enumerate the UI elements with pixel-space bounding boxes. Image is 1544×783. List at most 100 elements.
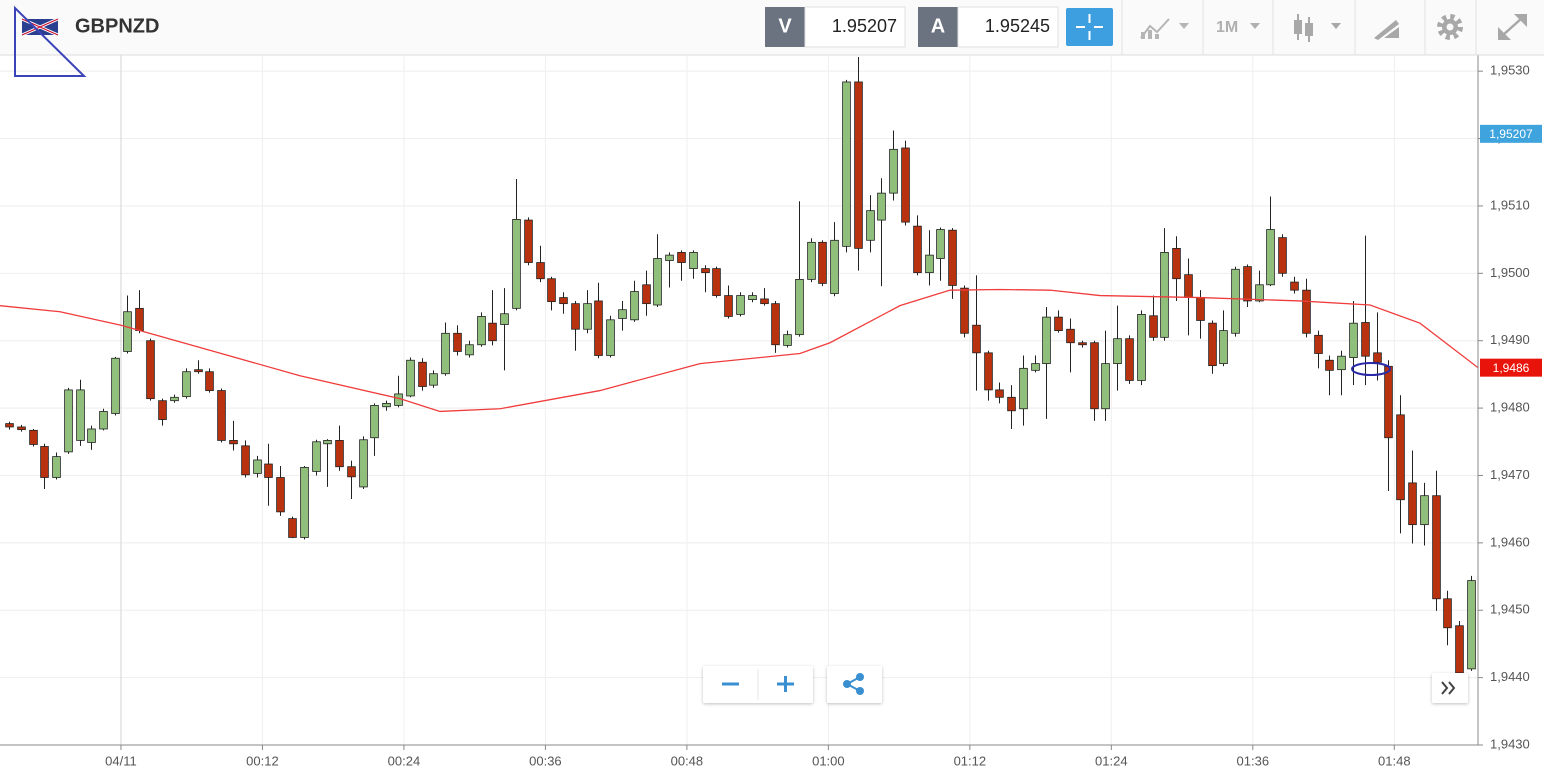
candle-body: [477, 316, 486, 346]
toolbar: GBPNZD V 1.95207 A 1.95245 1M: [0, 0, 1544, 77]
candle-body: [995, 389, 1004, 398]
candle-body: [866, 210, 875, 241]
drawing-triangle: [14, 5, 87, 77]
candle-body: [724, 295, 733, 317]
candle-body: [1384, 365, 1393, 439]
candle-body: [854, 81, 863, 249]
ask-button[interactable]: [918, 7, 958, 47]
candle-body: [40, 446, 49, 478]
candle-body: [1160, 252, 1169, 338]
candle-body: [1078, 342, 1087, 346]
crosshair-button[interactable]: [1066, 8, 1113, 46]
candle-body: [418, 361, 427, 387]
chart-type-button[interactable]: [1140, 18, 1189, 39]
candle-body: [830, 239, 839, 294]
zoom-controls: [703, 666, 1468, 703]
candle-body: [382, 402, 391, 408]
candle-style-button[interactable]: [1294, 14, 1341, 42]
candle-body: [1184, 274, 1193, 298]
candle-body: [795, 278, 804, 336]
bid-price: 1.95207: [832, 16, 897, 36]
zoom-in-button[interactable]: [777, 676, 794, 692]
y-tick-label: 1,9460: [1490, 534, 1530, 549]
candle-body: [312, 441, 321, 472]
x-tick-label: 04/11: [105, 753, 137, 768]
candle-body: [594, 300, 603, 356]
candle-body: [182, 371, 191, 398]
x-tick-label: 01:00: [812, 753, 845, 768]
x-tick-label: 00:24: [388, 753, 421, 768]
candle-body: [1325, 359, 1334, 371]
candle-body: [29, 429, 38, 445]
candle-body: [936, 229, 945, 259]
candle-body: [1042, 316, 1051, 365]
candle-body: [972, 324, 981, 354]
candle-body: [370, 404, 379, 439]
candle-body: [1314, 334, 1323, 354]
separators: [1121, 0, 1477, 55]
share-button[interactable]: [827, 666, 882, 703]
candle-body: [1208, 322, 1217, 367]
candle-body: [1007, 396, 1016, 412]
candle-body: [111, 357, 120, 414]
candle-body: [135, 307, 144, 331]
axes: 1,95301,95201,95101,95001,94901,94801,94…: [0, 55, 1542, 768]
candle-body: [1349, 322, 1358, 358]
candle-body: [465, 344, 474, 356]
candle-body: [1278, 237, 1287, 274]
candle-body: [547, 278, 556, 303]
candle-body: [87, 428, 96, 443]
timeframe-button[interactable]: 1M: [1216, 19, 1260, 36]
plot-area: [0, 57, 1478, 681]
candle-body: [960, 287, 969, 334]
candle-body: [1054, 316, 1063, 331]
candle-body: [1219, 330, 1228, 365]
candle-body: [205, 371, 214, 391]
candle-body: [889, 148, 898, 194]
candle-body: [1361, 322, 1370, 357]
candle-body: [760, 298, 769, 305]
candle-body: [264, 463, 273, 478]
candle-body: [335, 440, 344, 468]
candle-body: [771, 303, 780, 346]
candle-body: [1266, 229, 1275, 286]
candle-body: [677, 252, 686, 263]
candle-body: [1373, 352, 1382, 363]
y-tick-label: 1,9430: [1490, 736, 1530, 751]
settings-button[interactable]: [1437, 14, 1463, 40]
candle-body: [1337, 355, 1346, 371]
flag-icon: [21, 17, 59, 37]
candle-body: [1019, 367, 1028, 410]
candle-body: [984, 352, 993, 391]
bid-box: [804, 6, 906, 48]
candle-body: [64, 389, 73, 453]
ask-label: A: [931, 15, 945, 37]
price-tag: [1480, 358, 1542, 377]
candle-body: [901, 147, 910, 223]
y-tick-label: 1,9480: [1490, 400, 1530, 415]
y-tick-label: 1,9440: [1490, 669, 1530, 684]
candle-body: [347, 466, 356, 478]
candle-body: [512, 219, 521, 309]
candle-body: [500, 313, 509, 325]
x-tick-label: 00:12: [246, 753, 279, 768]
scroll-right-button[interactable]: [1432, 673, 1468, 703]
drawing-tools-button[interactable]: [1374, 20, 1399, 40]
candle-body: [288, 518, 297, 538]
candle-body: [783, 334, 792, 346]
x-tick-label: 01:12: [954, 753, 987, 768]
candle-body: [146, 340, 155, 400]
bid-label: V: [778, 15, 792, 37]
candle-body: [748, 295, 757, 300]
fullscreen-button[interactable]: [1498, 14, 1527, 40]
y-tick-label: 1,9470: [1490, 467, 1530, 482]
candle-body: [1125, 338, 1134, 381]
y-tick-label: 1,9510: [1490, 197, 1530, 212]
candle-body: [1149, 315, 1158, 338]
candle-body: [606, 319, 615, 356]
candle-body: [524, 219, 533, 263]
bid-button[interactable]: [765, 7, 805, 47]
candle-body: [359, 439, 368, 488]
price-tag-label: 1,95207: [1489, 127, 1533, 141]
